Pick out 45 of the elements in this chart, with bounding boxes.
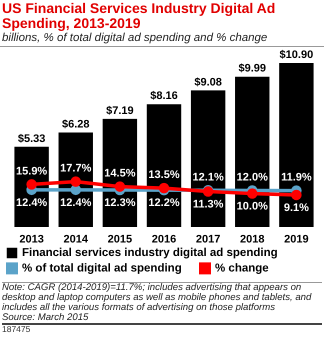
data-label: 14.5% (104, 168, 136, 180)
x-tick-label: 2017 (196, 234, 220, 246)
text: Note: CAGR (2014-2019)=11.7%; includes advertising that appears on desktop and laptop computers as well as mobile phones and tablets, and includes all the various formats of advertising on those platforms (2, 282, 312, 313)
legend-label: % change (215, 262, 269, 274)
point (291, 190, 302, 200)
source-note: Source: March 2015 (2, 312, 90, 323)
legend-label: Financial services industry digital ad spending (22, 247, 278, 259)
data-label: $9.08 (194, 76, 222, 88)
chart-title: US Financial Services Industry Digital Ad Spending, 2013-2019 (1, 0, 276, 31)
data-label: 9.1% (284, 202, 310, 214)
data-label: 12.2% (148, 197, 180, 210)
bar (235, 76, 270, 227)
text: 187475 (2, 323, 322, 334)
data-label: 11.9% (281, 172, 312, 184)
data-label: 12.1% (192, 171, 224, 184)
x-tick-label: 2013 (19, 234, 44, 246)
point (114, 181, 126, 192)
x-tick-label: 2014 (64, 234, 89, 246)
point (26, 179, 37, 190)
legend-label: % of total digital ad spending (22, 262, 182, 274)
data-label: 12.0% (236, 171, 268, 184)
data-label: $7.19 (106, 104, 134, 117)
data-label: 11.3% (192, 198, 224, 211)
bar (146, 104, 182, 227)
data-label: $6.28 (62, 118, 90, 131)
data-label: $9.99 (238, 62, 266, 75)
point (247, 188, 258, 199)
data-label: 10.0% (236, 200, 268, 213)
data-label: 13.5% (148, 169, 180, 182)
data-label: $5.33 (18, 132, 46, 145)
x-tick-label: 2018 (240, 234, 264, 246)
data-label: 12.4% (60, 196, 92, 209)
bar (279, 63, 314, 227)
data-label: 12.3% (104, 196, 136, 209)
chart-subtitle: billions, % of total digital ad spending and % change (0, 31, 324, 47)
data-label: 15.9% (16, 165, 48, 178)
data-label: 17.7% (60, 162, 92, 175)
x-tick-label: 2016 (152, 234, 176, 246)
x-tick-label: 2019 (284, 234, 309, 246)
bar (190, 90, 226, 227)
data-label: $8.16 (150, 90, 178, 102)
data-label: 12.4% (16, 196, 48, 209)
x-tick-label: 2015 (108, 234, 132, 246)
data-label: $10.90 (280, 49, 314, 61)
point (70, 176, 81, 187)
